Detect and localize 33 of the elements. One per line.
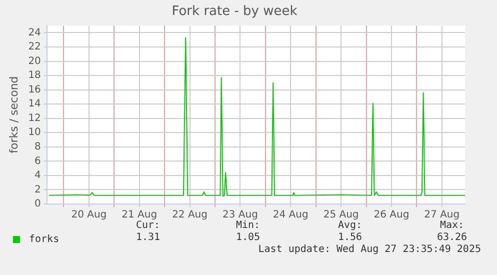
x-tick-label: 27 Aug <box>424 210 460 221</box>
text: 1.05 <box>236 232 260 243</box>
x-tick-label: 22 Aug <box>172 210 208 221</box>
text: Last update: Wed Aug 27 23:35:49 2025 <box>258 244 481 255</box>
y-tick-label: 18 <box>28 70 41 82</box>
y-tick-label: 6 <box>34 156 41 167</box>
text: 1.31 <box>136 232 160 243</box>
y-tick-label: 24 <box>28 27 41 38</box>
text: 63.26 <box>436 232 468 243</box>
chart-title: Fork rate - by week <box>172 4 298 20</box>
y-axis-title: forks / second <box>7 76 20 154</box>
x-tick-label: 26 Aug <box>374 210 410 221</box>
y-tick-label: 22 <box>28 42 41 53</box>
y-tick-label: 10 <box>28 127 41 138</box>
text: Min: <box>236 220 260 231</box>
x-tick-label: 25 Aug <box>323 210 359 221</box>
y-tick-label: 4 <box>34 170 41 182</box>
text: 1.56 <box>338 232 362 243</box>
y-tick-label: 12 <box>28 112 41 124</box>
y-tick-label: 14 <box>28 98 41 110</box>
y-tick-label: 20 <box>28 56 41 67</box>
x-tick-label: 21 Aug <box>122 210 158 221</box>
text: Avg: <box>338 220 362 231</box>
y-tick-label: 2 <box>34 184 41 196</box>
x-tick-label: 20 Aug <box>71 210 107 221</box>
x-tick-label: 24 Aug <box>272 210 308 221</box>
y-tick-label: 16 <box>28 84 41 96</box>
text: Max: <box>440 220 464 231</box>
x-tick-label: 23 Aug <box>222 210 258 221</box>
y-tick-label: 8 <box>34 142 41 153</box>
y-tick-label: 0 <box>34 198 41 210</box>
legend-label: forks <box>29 234 60 245</box>
text: Cur: <box>136 220 160 231</box>
